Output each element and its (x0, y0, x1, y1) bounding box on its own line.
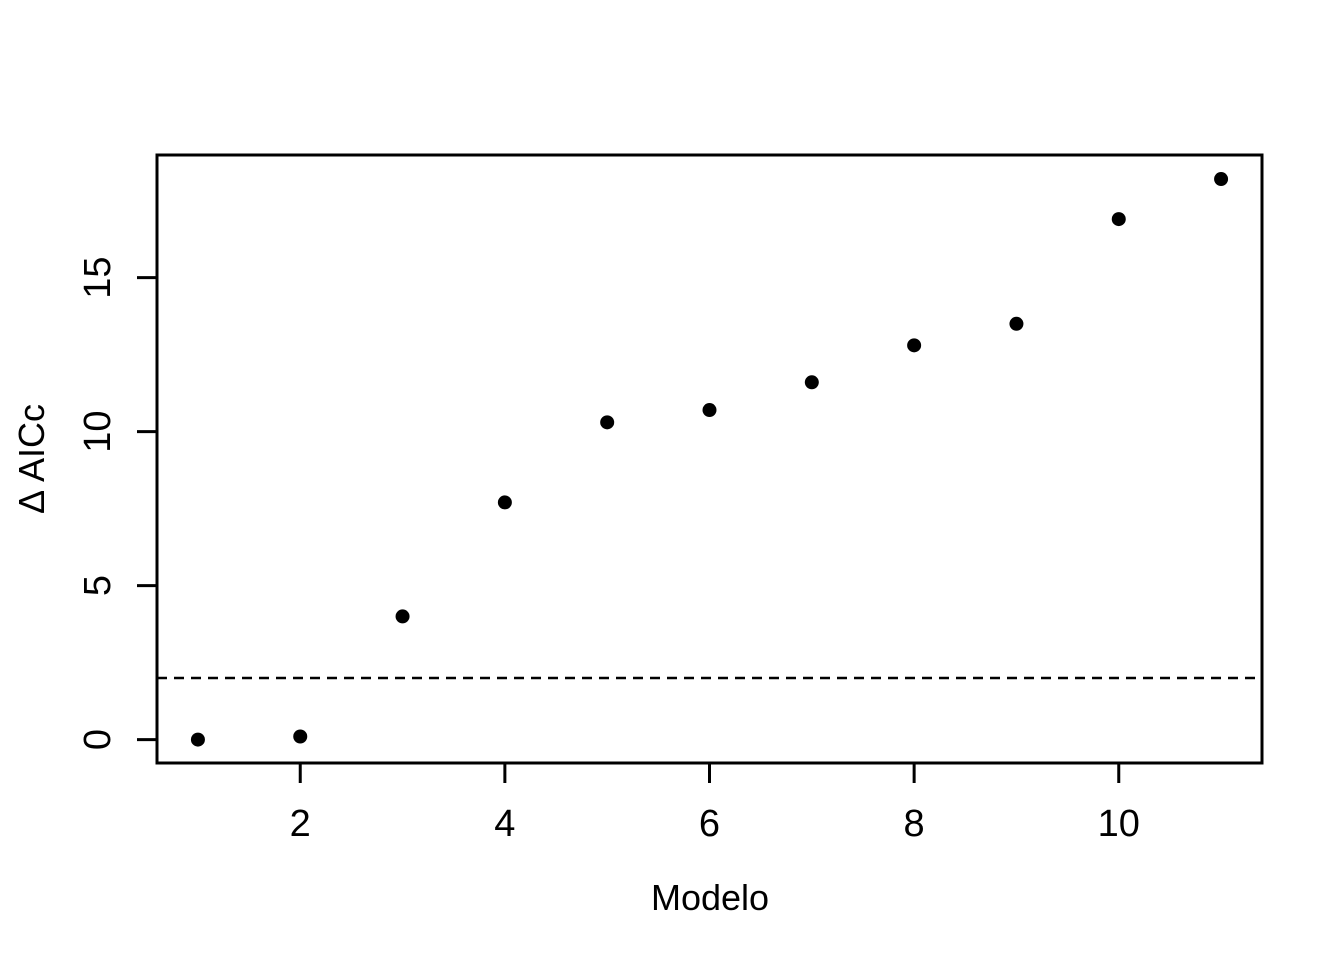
data-point (1111, 212, 1126, 227)
data-point (395, 609, 410, 624)
data-point (702, 403, 717, 418)
data-point (1214, 172, 1229, 187)
data-point (600, 415, 615, 430)
y-axis-tick-label: 0 (77, 729, 119, 750)
x-axis-title: Modelo (651, 877, 769, 918)
data-point (804, 375, 819, 390)
x-axis-tick-label: 10 (1098, 803, 1140, 845)
data-point (1009, 316, 1024, 331)
x-axis-tick-label: 6 (699, 803, 720, 845)
plot-box (155, 153, 1264, 765)
y-axis-tick-label: 15 (77, 256, 119, 298)
y-axis-title: Δ AICc (11, 404, 52, 514)
data-point (190, 732, 205, 747)
x-axis-tick-label: 8 (904, 803, 925, 845)
x-axis-tick-label: 4 (494, 803, 515, 845)
x-axis-tick-label: 2 (290, 803, 311, 845)
data-point (497, 495, 512, 510)
chart-generated-layer: 2 4 6 8 10 0 5 10 15 (77, 153, 1264, 845)
y-axis-tick-label: 10 (77, 410, 119, 452)
data-point (293, 729, 308, 744)
y-axis-tick-label: 5 (77, 575, 119, 596)
data-point (907, 338, 922, 353)
